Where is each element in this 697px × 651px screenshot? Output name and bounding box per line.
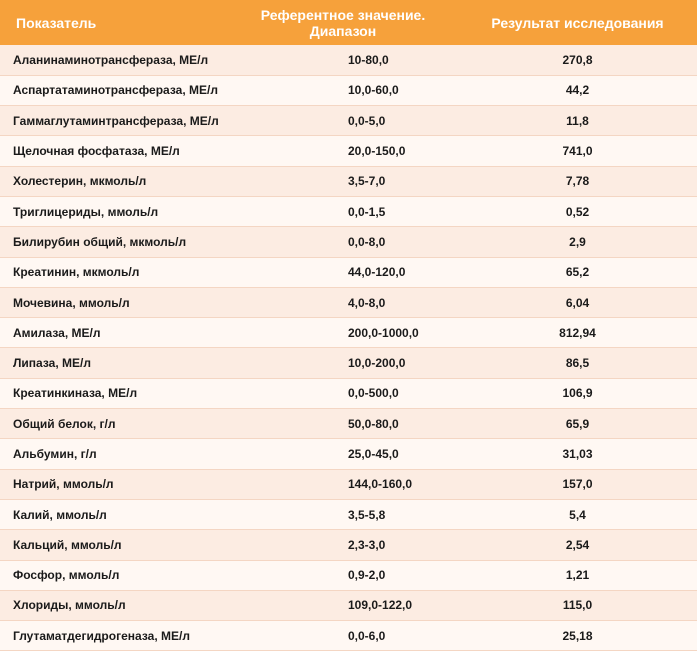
result-cell: 0,52 [458, 196, 697, 228]
indicator-cell: Креатинин, мкмоль/л [0, 257, 228, 288]
table-row: Креатинкиназа, МЕ/л 0,0-500,0 106,9 [0, 378, 697, 410]
result-cell: 2,54 [458, 529, 697, 561]
result-cell: 25,18 [458, 620, 697, 651]
table-row: Щелочная фосфатаза, МЕ/л 20,0-150,0 741,0 [0, 135, 697, 167]
indicator-cell: Триглицериды, ммоль/л [0, 196, 228, 228]
reference-cell: 0,9-2,0 [228, 560, 458, 591]
indicator-cell: Фосфор, ммоль/л [0, 560, 228, 591]
reference-cell: 109,0-122,0 [228, 590, 458, 622]
result-cell: 2,9 [458, 226, 697, 258]
table-header: Показатель Референтное значение. Диапазо… [0, 0, 697, 45]
indicator-cell: Глутаматдегидрогеназа, МЕ/л [0, 620, 228, 651]
table-row: Гаммаглутаминтрансфераза, МЕ/л 0,0-5,0 11,… [0, 105, 697, 137]
indicator-cell: Щелочная фосфатаза, МЕ/л [0, 135, 228, 167]
indicator-cell: Кальций, ммоль/л [0, 529, 228, 561]
table-row: Амилаза, МЕ/л 200,0-1000,0 812,94 [0, 317, 697, 349]
indicator-cell: Натрий, ммоль/л [0, 469, 228, 500]
table-row: Глутаматдегидрогеназа, МЕ/л 0,0-6,0 25,18 [0, 620, 697, 651]
header-reference: Референтное значение. Диапазон [228, 0, 458, 45]
table-body: Аланинаминотрансфераза, МЕ/л 10-80,0 270,8… [0, 45, 697, 651]
reference-cell: 50,0-80,0 [228, 408, 458, 440]
table-row: Мочевина, ммоль/л 4,0-8,0 6,04 [0, 287, 697, 319]
indicator-cell: Холестерин, мкмоль/л [0, 166, 228, 197]
indicator-cell: Гаммаглутаминтрансфераза, МЕ/л [0, 105, 228, 137]
indicator-cell: Калий, ммоль/л [0, 499, 228, 531]
table-row: Калий, ммоль/л 3,5-5,8 5,4 [0, 499, 697, 531]
table-row: Аспартатаминотрансфераза, МЕ/л 10,0-60,0 4… [0, 75, 697, 107]
table-row: Хлориды, ммоль/л 109,0-122,0 115,0 [0, 590, 697, 622]
indicator-cell: Амилаза, МЕ/л [0, 317, 228, 349]
reference-cell: 44,0-120,0 [228, 257, 458, 288]
result-cell: 270,8 [458, 45, 697, 76]
reference-cell: 144,0-160,0 [228, 469, 458, 500]
indicator-cell: Хлориды, ммоль/л [0, 590, 228, 622]
result-cell: 65,2 [458, 257, 697, 288]
reference-cell: 25,0-45,0 [228, 438, 458, 470]
result-cell: 812,94 [458, 317, 697, 349]
table-row: Холестерин, мкмоль/л 3,5-7,0 7,78 [0, 166, 697, 197]
table-row: Триглицериды, ммоль/л 0,0-1,5 0,52 [0, 196, 697, 228]
indicator-cell: Общий белок, г/л [0, 408, 228, 440]
indicator-cell: Аспартатаминотрансфераза, МЕ/л [0, 75, 228, 107]
result-cell: 5,4 [458, 499, 697, 531]
header-result: Результат исследования [491, 14, 664, 31]
reference-cell: 10,0-200,0 [228, 347, 458, 379]
reference-cell: 20,0-150,0 [228, 135, 458, 167]
header-indicator: Показатель [16, 14, 97, 31]
result-cell: 86,5 [458, 347, 697, 379]
header-row: Показатель Референтное значение. Диапазо… [0, 0, 697, 45]
result-cell: 7,78 [458, 166, 697, 197]
table-row: Общий белок, г/л 50,0-80,0 65,9 [0, 408, 697, 440]
table-row: Креатинин, мкмоль/л 44,0-120,0 65,2 [0, 257, 697, 288]
indicator-cell: Билирубин общий, мкмоль/л [0, 226, 228, 258]
table-row: Аланинаминотрансфераза, МЕ/л 10-80,0 270,8 [0, 45, 697, 76]
result-cell: 115,0 [458, 590, 697, 622]
indicator-cell: Креатинкиназа, МЕ/л [0, 378, 228, 410]
reference-cell: 0,0-1,5 [228, 196, 458, 228]
header-reference-line2: Диапазон [309, 22, 377, 39]
reference-cell: 10-80,0 [228, 45, 458, 76]
table-row: Липаза, МЕ/л 10,0-200,0 86,5 [0, 347, 697, 379]
reference-cell: 0,0-6,0 [228, 620, 458, 651]
result-cell: 1,21 [458, 560, 697, 591]
reference-cell: 3,5-7,0 [228, 166, 458, 197]
result-cell: 65,9 [458, 408, 697, 440]
result-cell: 106,9 [458, 378, 697, 410]
reference-cell: 4,0-8,0 [228, 287, 458, 319]
table-row: Кальций, ммоль/л 2,3-3,0 2,54 [0, 529, 697, 561]
indicator-cell: Мочевина, ммоль/л [0, 287, 228, 319]
table-row: Альбумин, г/л 25,0-45,0 31,03 [0, 438, 697, 470]
table-row: Билирубин общий, мкмоль/л 0,0-8,0 2,9 [0, 226, 697, 258]
indicator-cell: Альбумин, г/л [0, 438, 228, 470]
reference-cell: 200,0-1000,0 [228, 317, 458, 349]
reference-cell: 0,0-8,0 [228, 226, 458, 258]
table-row: Натрий, ммоль/л 144,0-160,0 157,0 [0, 469, 697, 500]
result-cell: 6,04 [458, 287, 697, 319]
result-cell: 157,0 [458, 469, 697, 500]
table-row: Фосфор, ммоль/л 0,9-2,0 1,21 [0, 560, 697, 591]
indicator-cell: Липаза, МЕ/л [0, 347, 228, 379]
result-cell: 741,0 [458, 135, 697, 167]
indicator-cell: Аланинаминотрансфераза, МЕ/л [0, 45, 228, 76]
result-cell: 31,03 [458, 438, 697, 470]
result-cell: 44,2 [458, 75, 697, 107]
reference-cell: 10,0-60,0 [228, 75, 458, 107]
reference-cell: 0,0-5,0 [228, 105, 458, 137]
reference-cell: 0,0-500,0 [228, 378, 458, 410]
header-reference-line1: Референтное значение. [260, 6, 426, 23]
reference-cell: 2,3-3,0 [228, 529, 458, 561]
reference-cell: 3,5-5,8 [228, 499, 458, 531]
result-cell: 11,8 [458, 105, 697, 137]
